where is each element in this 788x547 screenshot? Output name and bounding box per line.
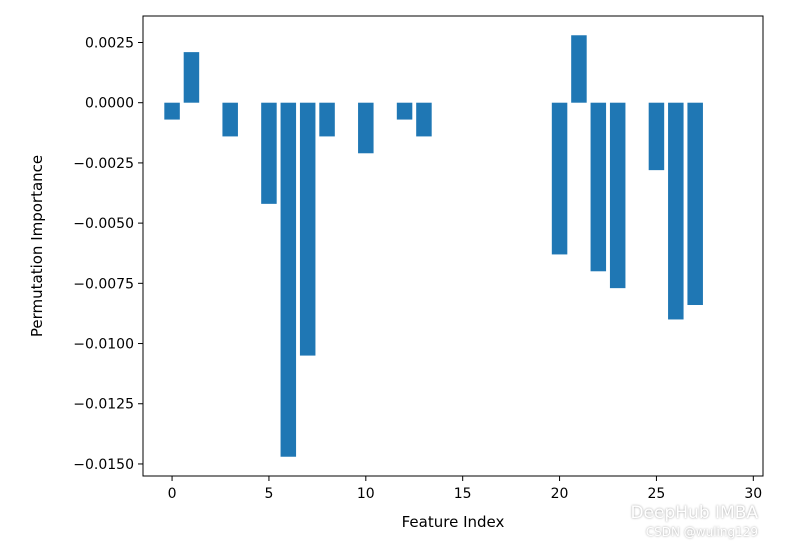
wechat-icon (597, 503, 622, 522)
bar-feature-1 (183, 52, 200, 103)
bar-feature-10 (358, 102, 374, 154)
bar-feature-3 (222, 102, 238, 137)
y-tick-label: −0.0025 (73, 156, 134, 172)
bar-feature-0 (164, 102, 180, 120)
bars-group (164, 35, 703, 457)
bar-feature-23 (609, 102, 626, 289)
bar-feature-5 (261, 102, 277, 204)
bar-feature-25 (648, 102, 665, 171)
x-axis-ticks: 0 5 10 15 20 25 30 (168, 476, 762, 502)
y-tick-label: −0.0050 (73, 216, 134, 232)
watermark: DeepHub IMBA CSDN @wuling129 (596, 503, 758, 539)
bar-feature-7 (299, 102, 316, 356)
bar-feature-27 (687, 102, 703, 306)
x-tick-label: 25 (648, 486, 666, 502)
y-tick-label: −0.0075 (73, 276, 134, 292)
x-tick-label: 20 (551, 486, 569, 502)
x-tick-label: 5 (264, 486, 273, 502)
watermark-brand-row: DeepHub IMBA (596, 503, 758, 523)
bar-feature-8 (319, 102, 335, 137)
y-tick-label: −0.0125 (73, 397, 134, 413)
bar-feature-26 (668, 102, 684, 320)
bar-feature-6 (280, 102, 297, 457)
watermark-brand: DeepHub IMBA (630, 503, 758, 523)
x-tick-label: 15 (454, 486, 472, 502)
x-tick-label: 10 (357, 486, 375, 502)
x-tick-label: 30 (744, 486, 762, 502)
x-axis-label: Feature Index (402, 513, 505, 531)
y-tick-label: 0.0000 (85, 96, 134, 112)
bar-feature-22 (590, 102, 607, 272)
y-tick-label: −0.0100 (73, 337, 134, 353)
y-axis-label: Permutation Importance (28, 155, 46, 337)
axes-frame (142, 15, 764, 477)
bar-feature-21 (571, 35, 587, 103)
x-tick-label: 0 (168, 486, 177, 502)
bar-feature-12 (396, 102, 413, 120)
bar-feature-13 (416, 102, 432, 137)
bar-feature-20 (551, 102, 568, 255)
y-tick-label: 0.0025 (85, 35, 134, 51)
y-axis-ticks: 0.0025 0.0000 −0.0025 −0.0050 −0.0075 −0.0100… (73, 35, 143, 473)
y-tick-label: −0.0150 (73, 457, 134, 473)
watermark-credit: CSDN @wuling129 (645, 525, 758, 539)
